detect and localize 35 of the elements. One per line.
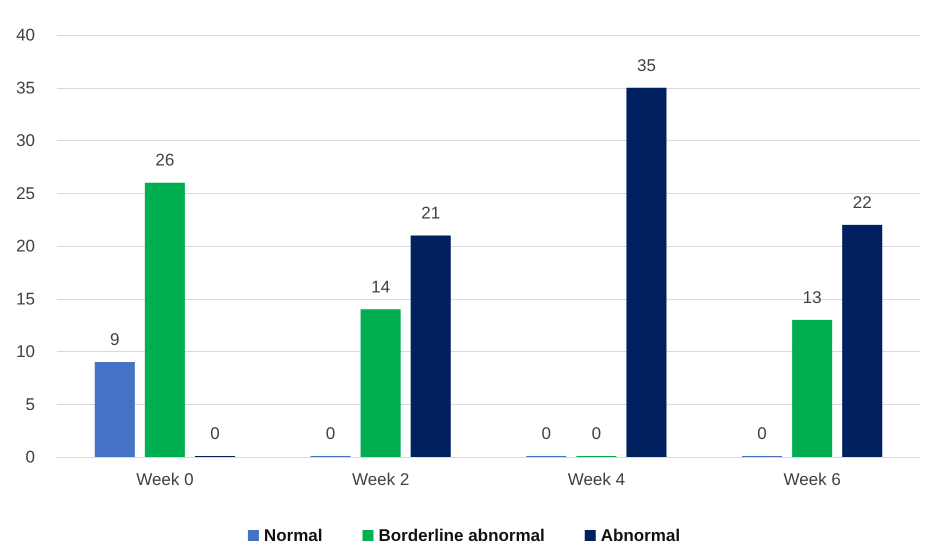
bar [792, 320, 832, 457]
y-tick-label: 30 [16, 131, 35, 150]
data-label: 14 [371, 277, 390, 296]
y-tick-label: 15 [16, 289, 35, 308]
y-tick-label: 5 [26, 394, 35, 414]
data-label: 35 [637, 56, 656, 75]
bar [94, 362, 135, 457]
data-label: 9 [110, 330, 120, 350]
bar [842, 224, 882, 457]
data-label: 13 [802, 288, 822, 307]
x-tick-label: Week 0 [136, 470, 194, 489]
legend-label: Abnormal [600, 526, 680, 545]
data-label: 26 [155, 150, 174, 170]
data-label: 0 [542, 424, 552, 443]
data-label: 0 [326, 424, 336, 443]
bar [144, 182, 185, 457]
data-label: 21 [421, 203, 440, 222]
x-tick-label: Week 4 [568, 470, 626, 489]
x-tick-label: Week 2 [352, 470, 410, 489]
y-tick-label: 35 [16, 78, 35, 98]
x-tick-label: Week 6 [783, 470, 841, 489]
legend-label: Borderline abnormal [378, 526, 545, 545]
data-label: 0 [592, 424, 602, 443]
y-tick-label: 40 [16, 26, 35, 44]
data-label: 0 [210, 424, 220, 443]
y-tick-label: 25 [16, 184, 35, 203]
bar [360, 309, 401, 457]
data-label: 0 [757, 424, 767, 443]
y-tick-label: 10 [16, 342, 35, 361]
y-tick-label: 20 [16, 236, 35, 256]
bar [410, 235, 451, 457]
bar [626, 88, 666, 457]
data-label: 22 [852, 192, 872, 212]
legend-label: Normal [264, 526, 322, 545]
y-tick-label: 0 [26, 448, 35, 466]
